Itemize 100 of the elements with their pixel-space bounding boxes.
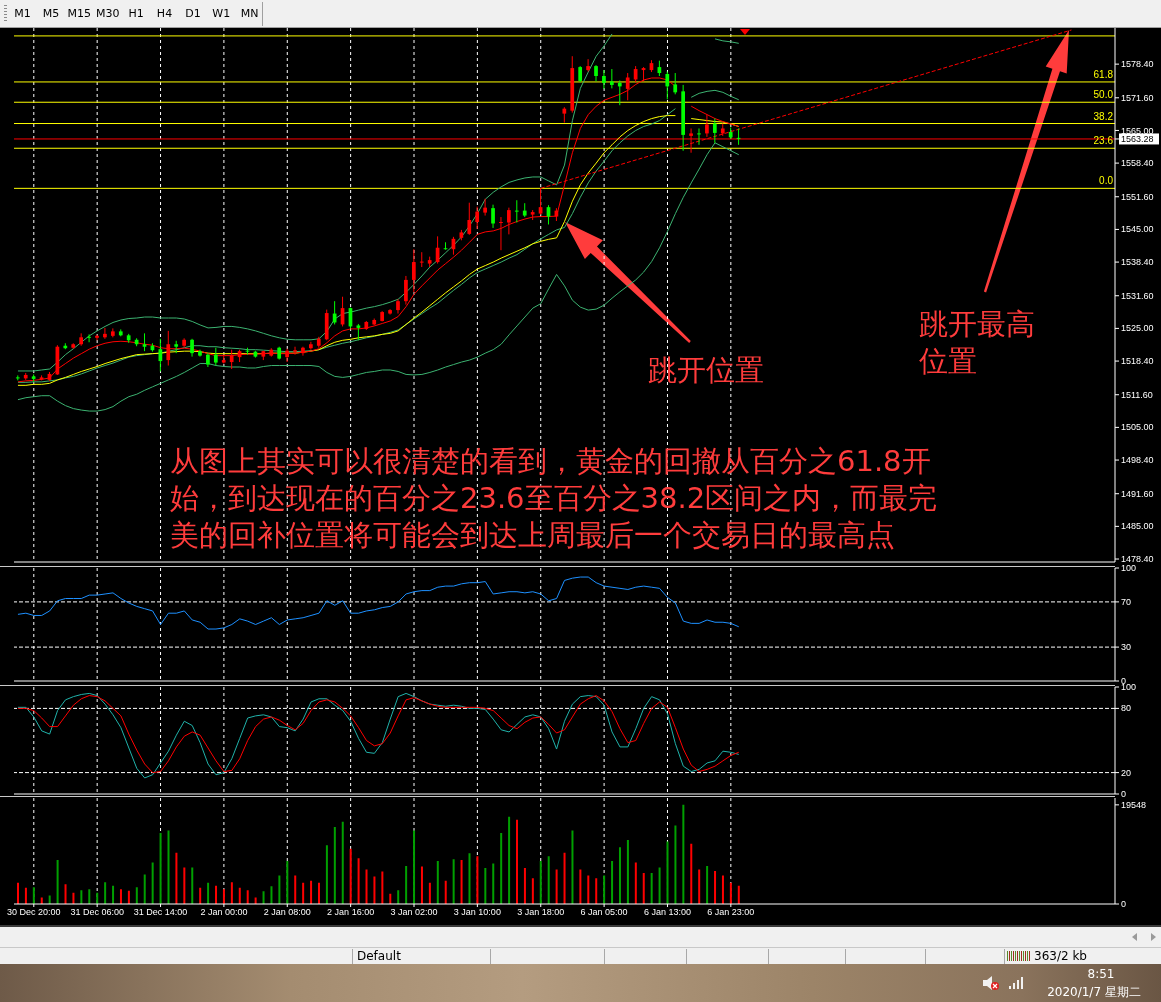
bar: [373, 876, 376, 904]
x-tick-label: 6 Jan 23:00: [707, 907, 755, 918]
y-tick-label: 1563.28: [1121, 134, 1154, 145]
bar: [642, 873, 645, 904]
bar: [650, 873, 653, 904]
bar: [88, 889, 91, 904]
text: H1: [127, 6, 145, 22]
y-tick-label: 1545.00: [1121, 224, 1154, 235]
bar: [270, 886, 273, 904]
text: D1: [184, 6, 202, 22]
bar: [523, 867, 526, 904]
bar: [516, 819, 519, 904]
y-tick-label: 1478.40: [1121, 554, 1154, 565]
bar: [119, 889, 122, 904]
bar: [40, 897, 43, 904]
candlestick: [697, 127, 701, 146]
bar: [56, 859, 59, 904]
bar: [310, 880, 313, 904]
bar: [587, 875, 590, 904]
y-tick-label: 1491.60: [1121, 488, 1154, 499]
y-tick-label: 1505.00: [1121, 422, 1154, 433]
annotation: 61.8: [1092, 68, 1113, 81]
bar: [721, 875, 724, 904]
candlestick: [712, 118, 717, 144]
bar: [531, 878, 534, 904]
bar: [341, 821, 344, 904]
bar: [349, 848, 352, 904]
bar: [357, 858, 360, 904]
y-tick-label: 19548: [1121, 799, 1147, 810]
candlestick: [166, 330, 171, 367]
y-tick-label: 80: [1121, 703, 1132, 714]
bar: [674, 825, 677, 904]
bar: [17, 882, 19, 904]
bar: [262, 891, 265, 904]
bar: [484, 867, 487, 904]
y-tick-label: 70: [1121, 596, 1132, 607]
bar: [167, 830, 170, 904]
candlestick: [514, 199, 519, 223]
bar: [618, 847, 621, 904]
candlestick: [483, 198, 487, 217]
bar: [112, 885, 115, 904]
candlestick: [404, 275, 408, 306]
bar: [325, 845, 328, 904]
x-tick-label: 3 Jan 10:00: [453, 907, 501, 918]
x-tick-label: 2 Jan 08:00: [263, 907, 311, 918]
bar: [24, 887, 27, 904]
y-tick-label: 1558.40: [1121, 158, 1154, 169]
bar: [230, 882, 233, 904]
text: 2020/1/7 星期二: [1046, 984, 1142, 1000]
x-tick-label: 6 Jan 13:00: [643, 907, 691, 918]
y-tick-label: 1498.40: [1121, 455, 1154, 466]
candlestick: [475, 206, 480, 230]
x-tick-label: 2 Jan 00:00: [200, 907, 248, 918]
bar: [413, 830, 416, 904]
bar: [294, 875, 297, 904]
bar: [80, 890, 83, 904]
bar: [254, 897, 257, 904]
line-series: [17, 576, 740, 630]
candlestick: [229, 349, 234, 370]
bar: [48, 895, 51, 904]
text: M30: [94, 6, 121, 22]
y-tick-label: 1518.40: [1121, 356, 1154, 367]
y-tick-label: 1525.00: [1121, 323, 1154, 334]
x-tick-label: 2 Jan 16:00: [327, 907, 375, 918]
bar: [508, 816, 511, 904]
candlestick: [285, 348, 289, 363]
candlestick: [586, 58, 590, 73]
y-tick-label: 30: [1121, 642, 1132, 653]
candlestick: [673, 72, 678, 95]
candlestick: [491, 204, 495, 229]
bar: [658, 867, 661, 904]
bar: [476, 856, 479, 904]
x-tick-label: 31 Dec 06:00: [70, 907, 124, 918]
text: MN: [239, 6, 260, 22]
y-tick-label: 1538.40: [1121, 257, 1154, 268]
annotation: 跳开位置: [648, 352, 765, 389]
text: M5: [41, 6, 61, 22]
bar: [286, 860, 289, 904]
candlestick: [507, 207, 511, 235]
bar: [32, 887, 35, 904]
text: H4: [155, 6, 174, 22]
y-tick-label: 1551.60: [1121, 191, 1154, 202]
bar: [135, 887, 138, 904]
bar: [579, 869, 582, 904]
text: Default: [357, 948, 401, 964]
bar: [278, 875, 281, 904]
bar: [191, 867, 194, 904]
annotation: 50.0: [1092, 89, 1113, 102]
y-tick-label: 0: [1121, 789, 1127, 800]
bar: [317, 882, 320, 904]
y-tick-label: 1531.60: [1121, 290, 1154, 301]
bar: [666, 841, 669, 904]
bar: [452, 859, 455, 904]
bar: [389, 893, 392, 904]
candlestick: [665, 71, 670, 100]
y-tick-label: 1511.60: [1121, 389, 1153, 400]
bar: [175, 852, 178, 904]
bar: [634, 862, 637, 904]
bar: [96, 892, 99, 904]
candlestick: [419, 251, 424, 268]
